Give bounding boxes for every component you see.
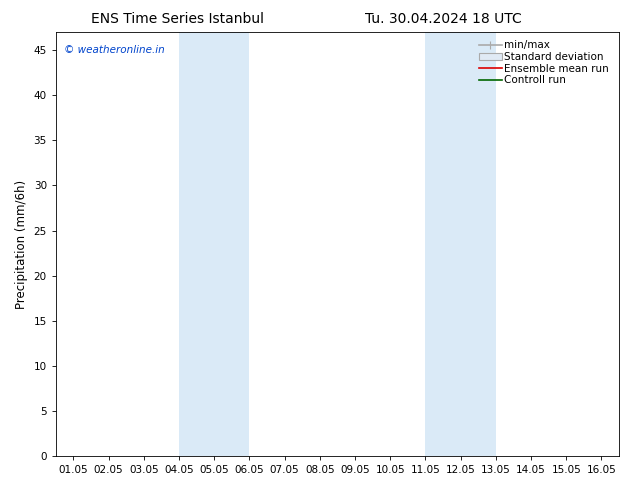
Text: © weatheronline.in: © weatheronline.in — [64, 45, 165, 55]
Legend: min/max, Standard deviation, Ensemble mean run, Controll run: min/max, Standard deviation, Ensemble me… — [476, 37, 614, 88]
Y-axis label: Precipitation (mm/6h): Precipitation (mm/6h) — [15, 179, 28, 309]
Bar — [179, 32, 249, 456]
Bar — [425, 32, 496, 456]
Text: ENS Time Series Istanbul: ENS Time Series Istanbul — [91, 12, 264, 26]
Text: Tu. 30.04.2024 18 UTC: Tu. 30.04.2024 18 UTC — [365, 12, 522, 26]
